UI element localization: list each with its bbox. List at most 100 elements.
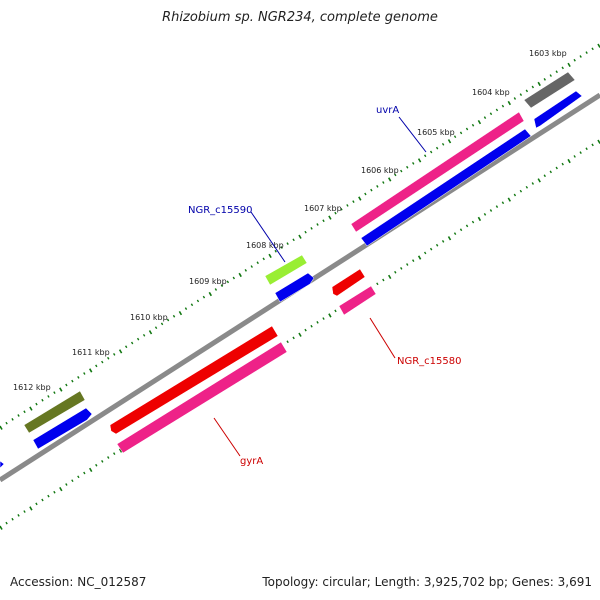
outer-scale-tick [316, 223, 319, 226]
inner-scale-tick [537, 178, 541, 183]
outer-scale-tick [244, 269, 247, 272]
outer-scale-tick [501, 104, 505, 108]
inner-scale-tick [23, 510, 26, 513]
gene-label-gyrA[interactable]: gyrA [240, 456, 263, 467]
outer-scale-tick [178, 311, 183, 316]
inner-scale-tick [585, 147, 588, 151]
outer-scale-tick [95, 364, 98, 368]
outer-scale-tick [101, 360, 104, 364]
inner-scale-tick [29, 506, 33, 511]
gene-NGR_c15580[interactable] [338, 285, 377, 316]
outer-scale-tick [585, 51, 588, 55]
outer-scale-tick [202, 295, 206, 299]
outer-scale-tick [388, 177, 392, 182]
accession-text: Accession: NC_012587 [10, 575, 147, 589]
inner-scale-tick [5, 521, 8, 525]
inner-scale-tick [376, 282, 379, 286]
outer-scale-tick [41, 398, 44, 402]
outer-scale-tick [262, 257, 265, 261]
outer-scale-tick [130, 341, 134, 345]
inner-scale-tick [471, 220, 475, 224]
scale-label-1608: 1608 kbp [246, 241, 284, 250]
outer-scale-tick [441, 142, 445, 146]
inner-scale-tick [531, 182, 535, 185]
inner-scale-tick [310, 324, 313, 328]
gene-label-uvrA[interactable]: uvrA [376, 105, 399, 116]
outer-scale-tick [256, 261, 259, 265]
outer-scale-tick [382, 181, 385, 184]
outer-scale-tick [196, 299, 200, 303]
outer-scale-tick [274, 249, 277, 253]
inner-scale-tick [429, 247, 433, 251]
inner-scale-tick [441, 239, 445, 243]
outer-scale-tick [172, 314, 176, 318]
gene-NGR_c15590[interactable] [264, 254, 308, 286]
outer-scale-tick [113, 353, 116, 356]
outer-scale-tick [0, 425, 3, 430]
cds-blue-edge[interactable] [0, 460, 5, 469]
gene-gyrA-red[interactable] [109, 325, 279, 435]
gene-leaders [213, 116, 427, 457]
gene-gyrA[interactable] [116, 341, 288, 454]
scale-label-1610: 1610 kbp [130, 313, 168, 322]
gene-label-NGR_c15590[interactable]: NGR_c15590 [188, 205, 253, 216]
outer-scale-tick [142, 333, 146, 337]
outer-scale-tick [412, 162, 415, 165]
outer-scale-tick [214, 288, 218, 291]
inner-scale-tick [567, 158, 571, 164]
inner-scale-tick [388, 274, 392, 279]
gene-olive-1612[interactable] [23, 390, 86, 434]
outer-scale-tick [166, 318, 170, 322]
inner-scale-tick [561, 162, 564, 166]
outer-scale-tick [154, 326, 158, 330]
cds-blue-uvrA[interactable] [360, 128, 532, 247]
outer-scale-tick [232, 276, 236, 280]
outer-scale-tick [35, 402, 38, 406]
outer-scale-tick [238, 272, 242, 278]
inner-scale-tick [400, 267, 403, 270]
outer-scale-tick [89, 368, 93, 373]
gene-NGR_c15580-red[interactable] [331, 268, 366, 297]
outer-scale-tick [190, 303, 194, 307]
inner-scale-tick [328, 313, 332, 318]
outer-scale-tick [310, 226, 313, 230]
outer-scale-tick [459, 131, 463, 135]
outer-scale-tick [513, 97, 517, 100]
scale-label-1604: 1604 kbp [472, 88, 510, 97]
gene-features[interactable] [0, 71, 583, 469]
inner-scale-tick [77, 475, 80, 479]
outer-scale-tick [280, 246, 283, 249]
outer-scale-tick [400, 169, 403, 173]
gene-gray-1603[interactable] [523, 71, 576, 109]
outer-scale-tick [549, 74, 552, 77]
outer-scale-tick [477, 120, 482, 125]
gene-uvrA[interactable] [350, 111, 525, 233]
cds-blue-NGR_c15590[interactable] [274, 272, 315, 303]
outer-scale-tick [525, 89, 529, 93]
outer-scale-tick [358, 196, 362, 201]
scale-ticks-inner [0, 139, 600, 530]
inner-scale-tick [0, 525, 3, 530]
outer-scale-tick [555, 70, 558, 74]
outer-scale-tick [208, 291, 212, 297]
inner-scale-tick [573, 155, 576, 158]
gene-label-NGR_c15580[interactable]: NGR_c15580 [397, 356, 462, 367]
cds-blue-1603[interactable] [533, 90, 583, 129]
inner-scale-tick [423, 251, 427, 255]
inner-scale-tick [101, 460, 104, 463]
outer-scale-tick [394, 173, 397, 177]
outer-scale-tick [531, 85, 535, 89]
outer-scale-tick [286, 242, 289, 246]
inner-scale-tick [95, 463, 98, 467]
inner-scale-tick [47, 494, 50, 498]
cds-blue-1612[interactable] [32, 407, 93, 450]
outer-scale-tick [226, 280, 230, 284]
outer-scale-tick [334, 211, 337, 215]
inner-scale-tick [41, 498, 44, 502]
inner-scale-tick [65, 483, 68, 486]
inner-scale-tick [334, 309, 337, 313]
outer-scale-tick [71, 379, 74, 383]
inner-scale-tick [292, 336, 295, 340]
outer-scale-tick [160, 322, 164, 326]
